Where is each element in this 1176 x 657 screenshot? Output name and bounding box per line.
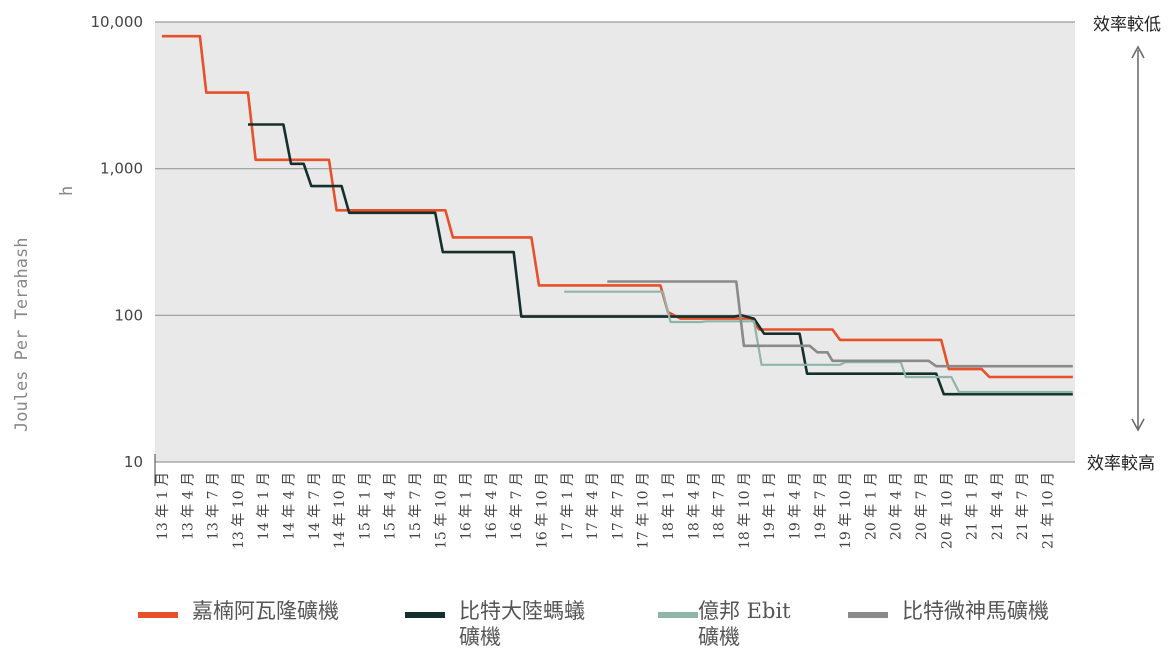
y-tick-label: 10: [124, 453, 143, 471]
x-tick-label: 21 年 10 月: [1041, 472, 1057, 549]
x-tick-label: 14 年 7 月: [307, 472, 323, 540]
x-tick-label: 20 年 10 月: [939, 472, 955, 549]
legend-item-ebang-ebit: 億邦 Ebit 礦機: [658, 598, 791, 650]
x-tick-label: 13 年 1 月: [155, 472, 171, 540]
x-tick-label: 17 年 1 月: [560, 472, 576, 540]
x-tick-label: 20 年 1 月: [863, 472, 879, 540]
legend-label: 億邦 Ebit 礦機: [698, 598, 791, 650]
legend-label: 比特大陸螞蟻 礦機: [459, 598, 585, 650]
x-tick-label: 17 年 10 月: [636, 472, 652, 549]
x-tick-label: 14 年 10 月: [332, 472, 348, 549]
x-tick-label: 20 年 7 月: [914, 472, 930, 540]
plot-area: [155, 22, 1075, 462]
x-tick-label: 17 年 4 月: [585, 472, 601, 540]
arrow-up-icon: [1131, 45, 1145, 59]
x-tick-label: 15 年 7 月: [408, 472, 424, 540]
series-line-1: [162, 34, 1073, 379]
x-tick-label: 19 年 1 月: [762, 472, 778, 540]
x-tick-label: 15 年 4 月: [383, 472, 399, 540]
legend-item-canaan-avalon: 嘉楠阿瓦隆礦機: [138, 598, 339, 624]
x-tick-labels: 13 年 1 月 13 年 4 月 13 年 7 月 13 年 10 月 14 年 1 …: [155, 472, 1057, 549]
x-tick-label: 13 年 4 月: [180, 472, 196, 540]
x-tick-label: 15 年 10 月: [433, 472, 449, 549]
grid-layer: [154, 21, 1075, 486]
series-line-4: [607, 280, 1073, 368]
legend-label-line: 礦機: [698, 625, 740, 649]
legend-label: 嘉楠阿瓦隆礦機: [192, 599, 339, 623]
x-tick-label: 16 年 4 月: [484, 472, 500, 540]
x-tick-label: 13 年 10 月: [231, 472, 247, 549]
arrow-down-icon: [1131, 418, 1145, 432]
legend-item-microbt-whatsminer: 比特微神馬礦機: [848, 598, 1049, 624]
legend-swatch: [405, 612, 445, 618]
x-tick-label: 14 年 1 月: [256, 472, 272, 540]
annotation-lower-efficiency: 效率較低: [1093, 15, 1161, 35]
legend-label-line: 億邦 Ebit: [698, 599, 791, 623]
legend-swatch: [658, 612, 698, 618]
x-tick-label: 13 年 7 月: [206, 472, 222, 540]
x-tick-label: 18 年 1 月: [661, 472, 677, 540]
y-tick-label: 100: [114, 306, 143, 324]
x-tick-label: 16 年 7 月: [509, 472, 525, 540]
x-tick-label: 19 年 7 月: [813, 472, 829, 540]
legend-label-line: 比特大陸螞蟻: [459, 599, 585, 623]
efficiency-arrow: [1131, 45, 1145, 432]
annotation-higher-efficiency: 效率較高: [1087, 454, 1155, 474]
legend-item-bitmain-antminer: 比特大陸螞蟻 礦機: [405, 598, 585, 650]
y-tick-labels: 10,000 1,000 100 10: [91, 13, 144, 471]
series-line-3: [564, 290, 1073, 394]
x-tick-label: 16 年 10 月: [535, 472, 551, 549]
x-tick-label: 21 年 4 月: [990, 472, 1006, 540]
x-tick-label: 18 年 4 月: [686, 472, 702, 540]
x-tick-label: 19 年 10 月: [838, 472, 854, 549]
legend-swatch: [138, 612, 178, 618]
legend-label: 比特微神馬礦機: [902, 599, 1049, 623]
x-tick-label: 14 年 4 月: [282, 472, 298, 540]
x-tick-label: 19 年 4 月: [788, 472, 804, 540]
y-axis-label: Joules Per Terahash: [12, 238, 32, 432]
x-tick-label: 21 年 1 月: [965, 472, 981, 540]
series-line-2: [248, 123, 1073, 396]
legend-swatch: [848, 612, 888, 618]
series-layer: [162, 34, 1073, 396]
y-axis-label-tail: h: [57, 186, 77, 196]
x-tick-label: 16 年 1 月: [459, 472, 475, 540]
x-tick-label: 21 年 7 月: [1015, 472, 1031, 540]
legend-label-line: 礦機: [459, 625, 501, 649]
x-tick-label: 17 年 7 月: [610, 472, 626, 540]
y-tick-label: 1,000: [100, 160, 143, 178]
x-tick-label: 15 年 1 月: [357, 472, 373, 540]
x-tick-label: 18 年 7 月: [712, 472, 728, 540]
x-tick-label: 18 年 10 月: [737, 472, 753, 549]
x-tick-label: 20 年 4 月: [889, 472, 905, 540]
y-tick-label: 10,000: [91, 13, 144, 31]
